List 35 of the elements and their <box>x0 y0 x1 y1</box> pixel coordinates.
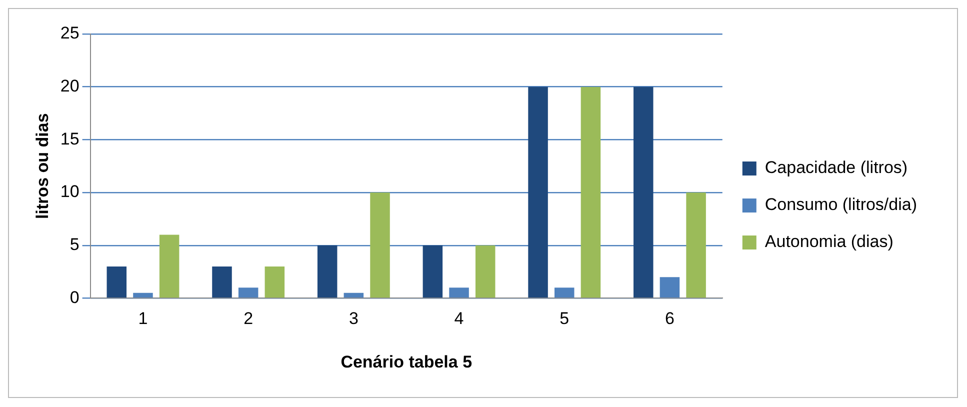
bar <box>554 288 574 298</box>
legend-label: Autonomia (dias) <box>764 232 894 252</box>
y-axis-title: litros ou dias <box>32 113 52 219</box>
y-tick-label: 20 <box>60 76 80 96</box>
bar <box>370 192 390 298</box>
x-tick-label: 1 <box>138 309 148 328</box>
y-tick-label: 10 <box>60 182 80 202</box>
bar <box>106 266 127 298</box>
x-axis-title: Cenário tabela 5 <box>340 352 472 372</box>
y-tick-label: 0 <box>70 288 80 307</box>
x-tick-label: 2 <box>244 309 254 328</box>
bar <box>686 192 706 298</box>
bar <box>317 245 338 298</box>
bar <box>264 266 285 298</box>
bar <box>528 86 548 298</box>
y-tick-label: 5 <box>70 235 80 254</box>
bar <box>212 266 232 298</box>
bar <box>238 288 258 298</box>
bar <box>475 245 496 298</box>
bar <box>344 292 364 298</box>
x-tick-label: 5 <box>560 309 570 328</box>
x-tick-label: 6 <box>664 309 674 328</box>
y-tick-label: 25 <box>60 24 80 43</box>
bar <box>449 288 469 298</box>
bar <box>422 245 443 298</box>
bar <box>634 86 654 298</box>
bar <box>580 86 601 298</box>
x-tick-label: 3 <box>348 309 358 328</box>
bar <box>159 234 180 298</box>
legend-label: Capacidade (litros) <box>764 158 908 178</box>
legend-label: Consumo (litros/dia) <box>764 195 918 214</box>
bar <box>133 292 153 298</box>
bar <box>660 277 680 298</box>
y-tick-label: 15 <box>60 129 80 148</box>
x-tick-label: 4 <box>454 309 464 328</box>
